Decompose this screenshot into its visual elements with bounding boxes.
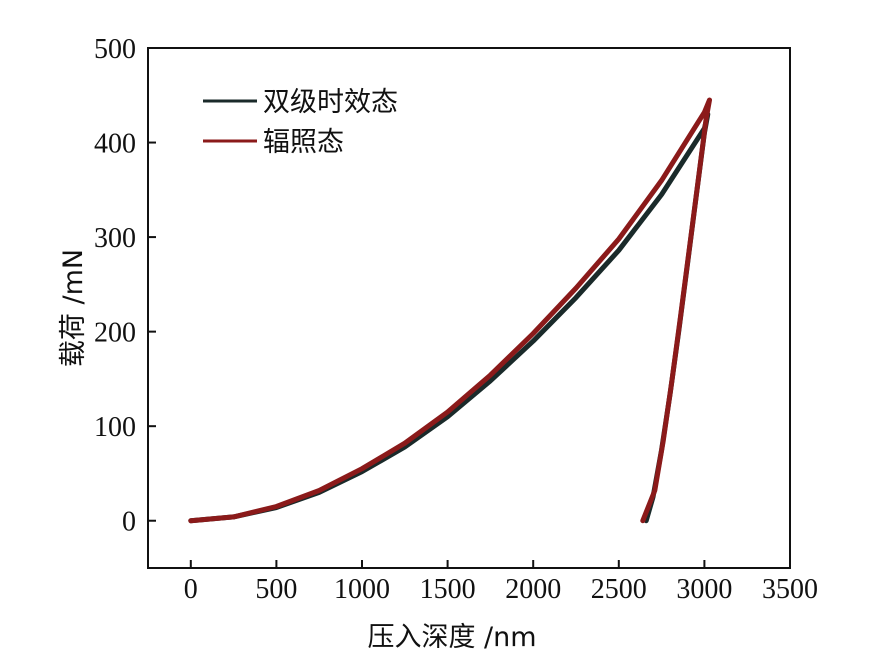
x-tick-label: 1500 xyxy=(420,574,476,605)
x-tick-label: 0 xyxy=(184,574,198,605)
x-axis-title: 压入深度 /nm xyxy=(367,622,536,653)
series-layer xyxy=(188,97,712,524)
x-tick-label: 3500 xyxy=(762,574,818,605)
series-line-aged xyxy=(188,111,711,524)
x-tick-label: 3000 xyxy=(676,574,732,605)
y-tick-label: 300 xyxy=(94,223,136,254)
x-tick-label: 2500 xyxy=(591,574,647,605)
series-line-irradiated xyxy=(188,97,712,524)
y-tick-label: 100 xyxy=(94,412,136,443)
x-tick-label: 1000 xyxy=(334,574,390,605)
y-tick-label: 200 xyxy=(94,318,136,349)
y-axis-title: 载荷 /mN xyxy=(58,249,89,367)
y-tick-label: 400 xyxy=(94,129,136,160)
legend-label-aged: 双级时效态 xyxy=(263,87,398,118)
axis-ticks: 0 500 1000 1500 2000 2500 3000 3500 0 100 200 300 40… xyxy=(94,34,818,605)
legend: 双级时效态 辐照态 xyxy=(203,87,398,158)
legend-label-irradiated: 辐照态 xyxy=(263,127,344,158)
plot-frame xyxy=(147,47,791,569)
y-tick-label: 0 xyxy=(122,507,136,538)
y-tick-label: 500 xyxy=(94,34,136,65)
x-tick-label: 500 xyxy=(255,574,297,605)
x-tick-label: 2000 xyxy=(505,574,561,605)
